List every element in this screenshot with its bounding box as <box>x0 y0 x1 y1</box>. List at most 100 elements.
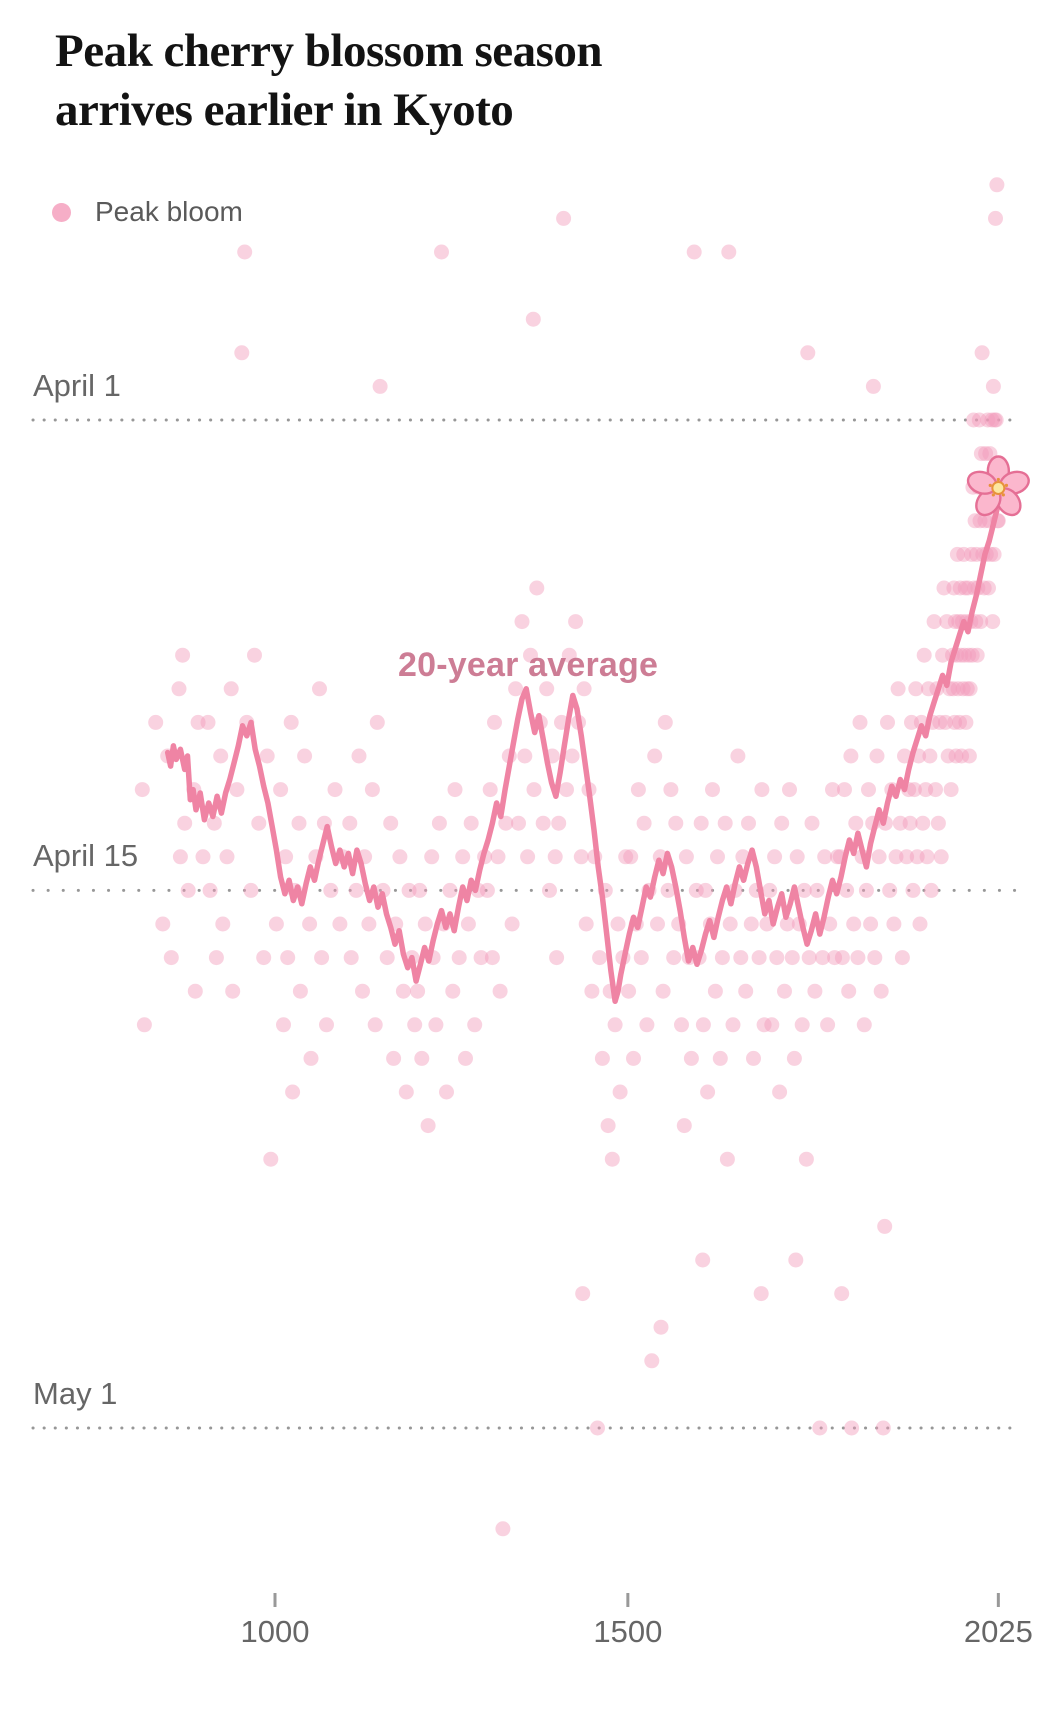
peak-bloom-dot <box>424 849 440 865</box>
peak-bloom-dot <box>767 849 783 865</box>
peak-bloom-dot <box>952 714 967 730</box>
peak-bloom-dot <box>636 815 652 831</box>
peak-bloom-dot <box>323 882 339 898</box>
peak-bloom-dot <box>539 681 555 697</box>
peak-bloom-dot <box>947 614 963 630</box>
peak-bloom-dot <box>957 580 973 596</box>
peak-bloom-dot <box>987 412 1003 428</box>
peak-bloom-dot <box>663 782 679 798</box>
peak-bloom-dot <box>292 983 308 999</box>
peak-bloom-dot <box>858 882 874 898</box>
peak-bloom-dot <box>717 815 733 831</box>
peak-bloom-dot <box>332 916 348 932</box>
peak-bloom-dot <box>820 1017 836 1033</box>
peak-bloom-dot <box>630 782 646 798</box>
peak-bloom-dot <box>573 849 589 865</box>
peak-bloom-dot <box>392 849 408 865</box>
peak-bloom-dot <box>561 647 577 663</box>
peak-bloom-dot <box>171 681 187 697</box>
legend-label: Peak bloom <box>95 196 243 227</box>
peak-bloom-dot <box>962 681 978 697</box>
chart-title-line1: Peak cherry blossom season <box>55 25 603 77</box>
peak-bloom-dot <box>517 748 533 764</box>
peak-bloom-dot <box>707 983 723 999</box>
peak-bloom-dot <box>977 513 993 529</box>
peak-bloom-dot <box>568 614 584 630</box>
peak-bloom-dot <box>431 815 447 831</box>
peak-bloom-dot <box>578 916 594 932</box>
peak-bloom-dot <box>504 916 520 932</box>
peak-bloom-dot <box>714 950 730 966</box>
peak-bloom-dot <box>434 244 449 260</box>
peak-bloom-dot <box>484 950 500 966</box>
peak-bloom-dot <box>964 647 980 663</box>
peak-bloom-dot <box>223 681 239 697</box>
peak-bloom-dot <box>136 1017 152 1033</box>
peak-bloom-dot <box>155 916 171 932</box>
peak-bloom-dot <box>463 815 479 831</box>
peak-bloom-dot <box>479 882 495 898</box>
peak-bloom-dot <box>892 815 908 831</box>
peak-bloom-dot <box>954 748 970 764</box>
peak-bloom-dot <box>880 714 895 730</box>
peak-bloom-dot <box>564 748 580 764</box>
peak-bloom-dot <box>535 815 551 831</box>
peak-bloom-dot <box>410 983 426 999</box>
peak-bloom-dot <box>291 815 307 831</box>
peak-bloom-dot <box>428 1017 444 1033</box>
peak-bloom-dot <box>612 1084 628 1100</box>
peak-bloom-dot <box>355 983 370 999</box>
peak-bloom-dot <box>786 1050 802 1066</box>
peak-bloom-dot <box>772 1084 788 1100</box>
peak-bloom-dot <box>956 546 972 562</box>
x-axis-label: 2025 <box>963 1614 1033 1649</box>
peak-bloom-dot <box>657 714 673 730</box>
peak-bloom-dot <box>875 1420 891 1436</box>
peak-bloom-dot <box>955 681 971 697</box>
flower-stamen-dot <box>1001 493 1005 497</box>
peak-bloom-dot <box>297 748 313 764</box>
peak-bloom-dot <box>407 1017 423 1033</box>
peak-bloom-dot <box>973 446 989 462</box>
peak-bloom-dot <box>788 1252 804 1268</box>
peak-bloom-dot <box>455 849 471 865</box>
peak-bloom-dot <box>259 748 275 764</box>
peak-bloom-dot <box>796 882 812 898</box>
peak-bloom-dot <box>986 546 1002 562</box>
peak-bloom-dot <box>575 1286 591 1302</box>
peak-bloom-dot <box>268 916 284 932</box>
peak-bloom-dot <box>905 882 921 898</box>
peak-bloom-dot <box>946 580 962 596</box>
peak-bloom-dot <box>725 1017 741 1033</box>
peak-bloom-dot <box>276 1017 291 1033</box>
x-axis-label: 1500 <box>593 1614 663 1649</box>
peak-bloom-dot <box>888 849 904 865</box>
peak-bloom-dot <box>314 950 330 966</box>
peak-bloom-dot <box>215 916 231 932</box>
peak-bloom-dot <box>957 647 972 663</box>
peak-bloom-dot <box>302 916 318 932</box>
peak-bloom-dot <box>342 815 358 831</box>
peak-bloom-dot <box>439 1084 454 1100</box>
peak-bloom-dot <box>943 782 959 798</box>
peak-bloom-dot <box>398 1084 414 1100</box>
peak-bloom-dot <box>698 882 713 898</box>
peak-bloom-dot <box>712 1050 728 1066</box>
peak-bloom-dot <box>939 614 955 630</box>
peak-bloom-dot <box>952 580 968 596</box>
peak-bloom-dot <box>852 714 868 730</box>
peak-bloom-dot <box>733 950 749 966</box>
peak-bloom-dot <box>971 412 987 428</box>
peak-bloom-dot <box>514 614 530 630</box>
y-axis-label: April 15 <box>33 838 139 874</box>
peak-bloom-dot <box>508 681 524 697</box>
peak-bloom-dot <box>774 815 790 831</box>
peak-bloom-dot <box>213 748 229 764</box>
peak-bloom-dot <box>710 849 725 865</box>
peak-bloom-dot <box>846 916 862 932</box>
peak-bloom-dot <box>206 815 222 831</box>
peak-bloom-dot <box>922 748 938 764</box>
peak-bloom-dot <box>800 345 816 361</box>
peak-bloom-dot <box>959 681 975 697</box>
